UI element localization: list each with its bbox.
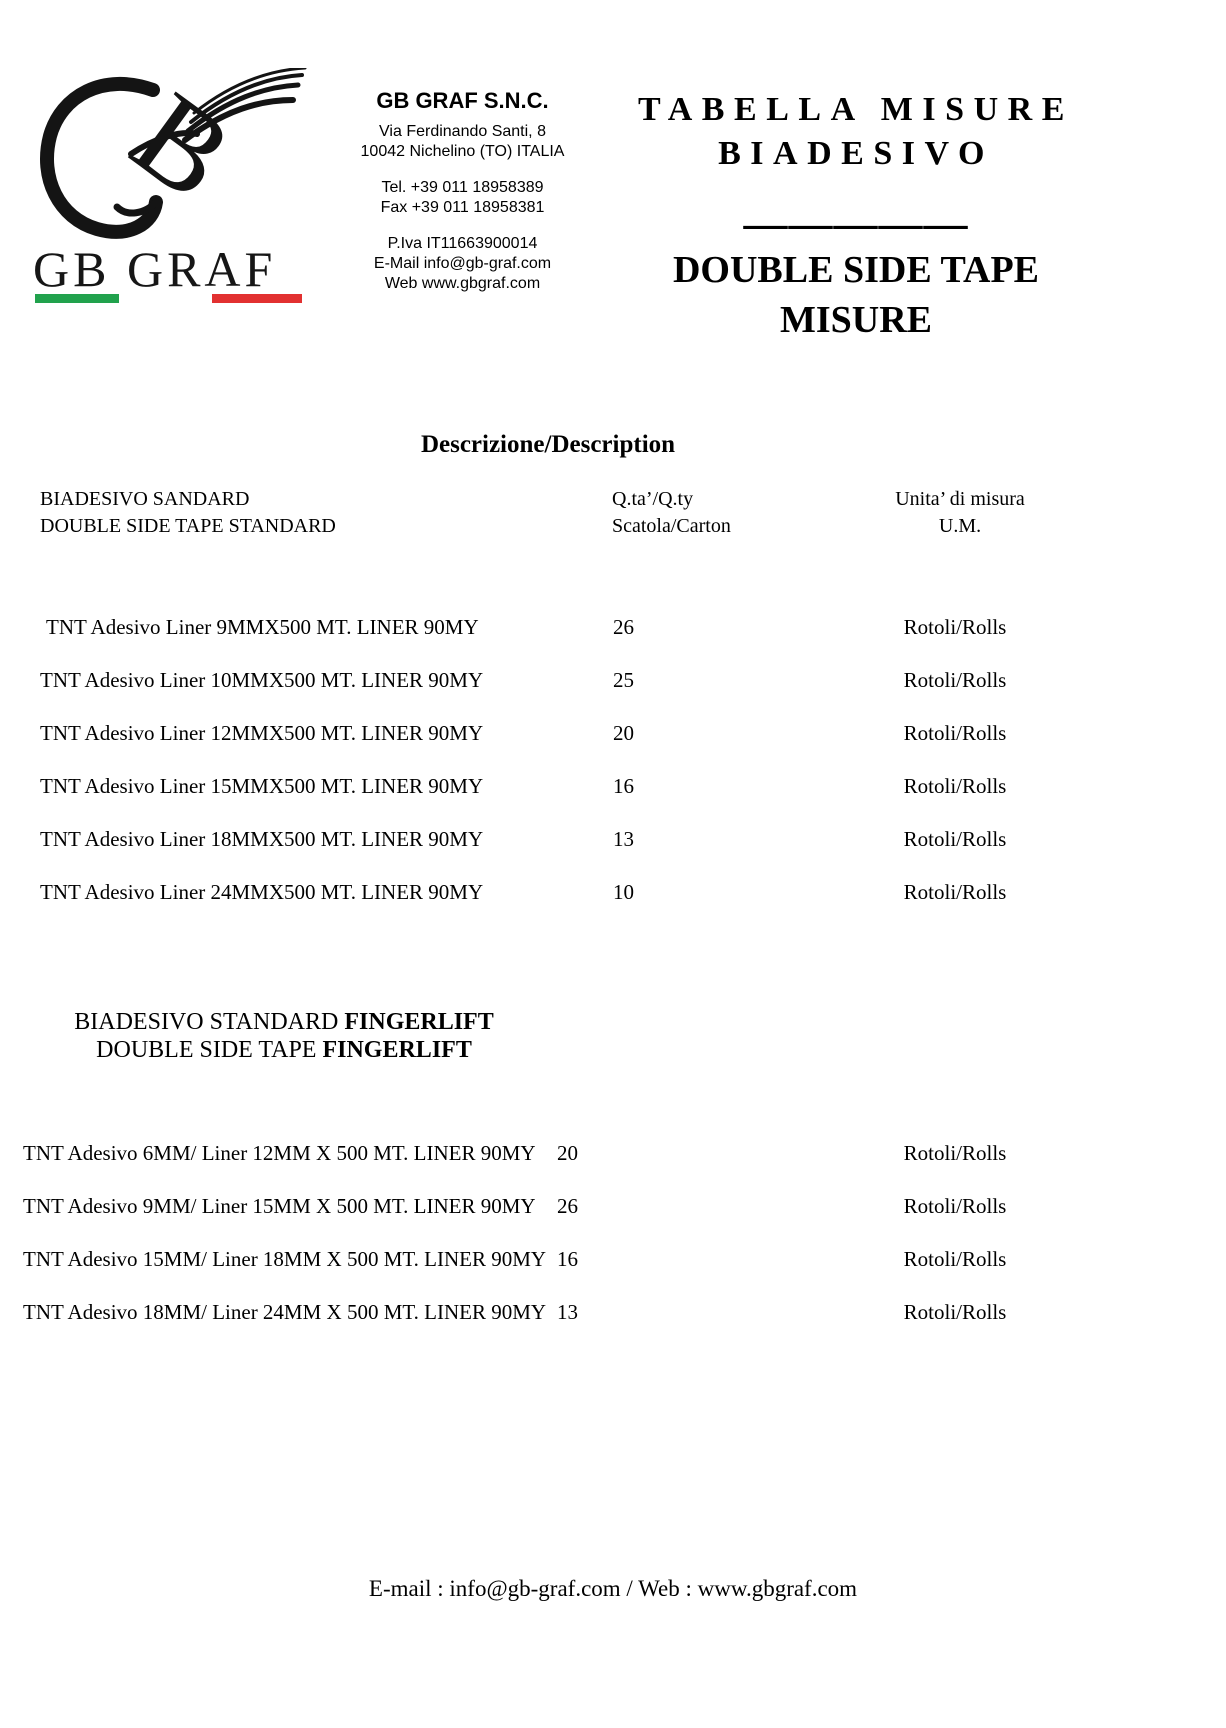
table-row: TNT Adesivo Liner 10MMX500 MT. LINER 90M…	[0, 667, 1226, 697]
table2-heading: BIADESIVO STANDARD FINGERLIFT DOUBLE SID…	[34, 1008, 534, 1064]
table2-heading-line1-bold: FINGERLIFT	[344, 1009, 494, 1035]
company-address-line2: 10042 Nichelino (TO) ITALIA	[360, 143, 565, 160]
product-description: TNT Adesivo 9MM/ Liner 15MM X 500 MT. LI…	[23, 1194, 536, 1218]
quantity-value: 13	[557, 1300, 578, 1324]
title-line-4: MISURE	[779, 299, 933, 341]
table-row: TNT Adesivo Liner 12MMX500 MT. LINER 90M…	[0, 720, 1226, 750]
quantity-value: 16	[613, 774, 634, 798]
product-description: TNT Adesivo Liner 15MMX500 MT. LINER 90M…	[40, 774, 484, 798]
table-row: TNT Adesivo Liner 15MMX500 MT. LINER 90M…	[0, 773, 1226, 803]
unit-value: Rotoli/Rolls	[903, 615, 1007, 639]
quantity-value: 16	[557, 1247, 578, 1271]
table-row: TNT Adesivo 9MM/ Liner 15MM X 500 MT. LI…	[0, 1193, 1226, 1223]
product-description: TNT Adesivo 15MM/ Liner 18MM X 500 MT. L…	[23, 1247, 547, 1271]
unit-value: Rotoli/Rolls	[903, 827, 1007, 851]
table1-um-header-line1: Unita’ di misura	[895, 488, 1025, 510]
product-description: TNT Adesivo Liner 24MMX500 MT. LINER 90M…	[40, 880, 484, 904]
unit-value: Rotoli/Rolls	[903, 1300, 1007, 1324]
table2-heading-line1: BIADESIVO STANDARD FINGERLIFT	[34, 1008, 534, 1036]
document-title-block: TABELLA MISURE BIADESIVO ————— DOUBLE SI…	[630, 88, 1082, 344]
product-description: TNT Adesivo 6MM/ Liner 12MM X 500 MT. LI…	[23, 1141, 536, 1165]
logo-wordmark: GB GRAF	[33, 241, 277, 297]
company-name: GB GRAF S.N.C.	[376, 88, 549, 113]
table1-um-header-line2: U.M.	[938, 515, 982, 537]
quantity-value: 25	[613, 668, 634, 692]
table-row: TNT Adesivo Liner 24MMX500 MT. LINER 90M…	[0, 879, 1226, 909]
gb-monogram-icon: B	[40, 68, 307, 239]
product-description: TNT Adesivo Liner 9MMX500 MT. LINER 90MY	[46, 615, 479, 639]
title-divider: —————	[743, 199, 969, 248]
company-tel: Tel. +39 011 18958389	[381, 179, 544, 196]
product-description: TNT Adesivo 18MM/ Liner 24MM X 500 MT. L…	[23, 1300, 547, 1324]
company-web: Web www.gbgraf.com	[384, 275, 541, 292]
table1-qty-header-line1: Q.ta’/Q.ty	[612, 488, 694, 510]
table2-heading-line1-normal: BIADESIVO STANDARD	[74, 1009, 345, 1035]
table1-desc-header-line2: DOUBLE SIDE TAPE STANDARD	[40, 515, 336, 537]
company-address-line1: Via Ferdinando Santi, 8	[379, 123, 546, 140]
company-logo: B GB GRAF	[33, 68, 318, 308]
company-info-block: GB GRAF S.N.C. Via Ferdinando Santi, 8 1…	[330, 88, 595, 294]
table-row: TNT Adesivo Liner 18MMX500 MT. LINER 90M…	[0, 826, 1226, 856]
quantity-value: 26	[613, 615, 634, 639]
table2-heading-line2-bold: FINGERLIFT	[322, 1037, 472, 1063]
table1-um-header: Unita’ di misura U.M.	[860, 486, 1060, 540]
table-row: TNT Adesivo 15MM/ Liner 18MM X 500 MT. L…	[0, 1246, 1226, 1276]
table2-heading-line2: DOUBLE SIDE TAPE FINGERLIFT	[34, 1036, 534, 1064]
unit-value: Rotoli/Rolls	[903, 880, 1007, 904]
table2-heading-line2-normal: DOUBLE SIDE TAPE	[96, 1037, 323, 1063]
company-email: E-Mail info@gb-graf.com	[373, 255, 552, 272]
section-heading: Descrizione/Description	[420, 431, 676, 458]
quantity-value: 20	[613, 721, 634, 745]
unit-value: Rotoli/Rolls	[903, 774, 1007, 798]
title-line-2: BIADESIVO	[718, 135, 994, 172]
table-row: TNT Adesivo Liner 9MMX500 MT. LINER 90MY…	[0, 614, 1226, 644]
table-row: TNT Adesivo 18MM/ Liner 24MM X 500 MT. L…	[0, 1299, 1226, 1329]
footer-contact: E-mail : info@gb-graf.com / Web : www.gb…	[368, 1576, 858, 1601]
flag-green-bar	[35, 294, 119, 303]
product-description: TNT Adesivo Liner 10MMX500 MT. LINER 90M…	[40, 668, 484, 692]
company-fax: Fax +39 011 18958381	[380, 199, 545, 216]
unit-value: Rotoli/Rolls	[903, 1194, 1007, 1218]
title-line-3: DOUBLE SIDE TAPE	[672, 249, 1040, 291]
unit-value: Rotoli/Rolls	[903, 1247, 1007, 1271]
table1-desc-header: BIADESIVO SANDARD DOUBLE SIDE TAPE STAND…	[40, 486, 336, 540]
quantity-value: 10	[613, 880, 634, 904]
title-line-1: TABELLA MISURE	[638, 91, 1074, 128]
quantity-value: 13	[613, 827, 634, 851]
unit-value: Rotoli/Rolls	[903, 1141, 1007, 1165]
flag-red-bar	[212, 294, 302, 303]
quantity-value: 20	[557, 1141, 578, 1165]
table1-qty-header-line2: Scatola/Carton	[612, 515, 731, 537]
unit-value: Rotoli/Rolls	[903, 668, 1007, 692]
table-row: TNT Adesivo 6MM/ Liner 12MM X 500 MT. LI…	[0, 1140, 1226, 1170]
quantity-value: 26	[557, 1194, 578, 1218]
product-description: TNT Adesivo Liner 12MMX500 MT. LINER 90M…	[40, 721, 484, 745]
company-piva: P.Iva IT11663900014	[387, 235, 538, 252]
table1-qty-header: Q.ta’/Q.ty Scatola/Carton	[612, 486, 731, 540]
product-description: TNT Adesivo Liner 18MMX500 MT. LINER 90M…	[40, 827, 484, 851]
table1-desc-header-line1: BIADESIVO SANDARD	[40, 488, 250, 510]
unit-value: Rotoli/Rolls	[903, 721, 1007, 745]
